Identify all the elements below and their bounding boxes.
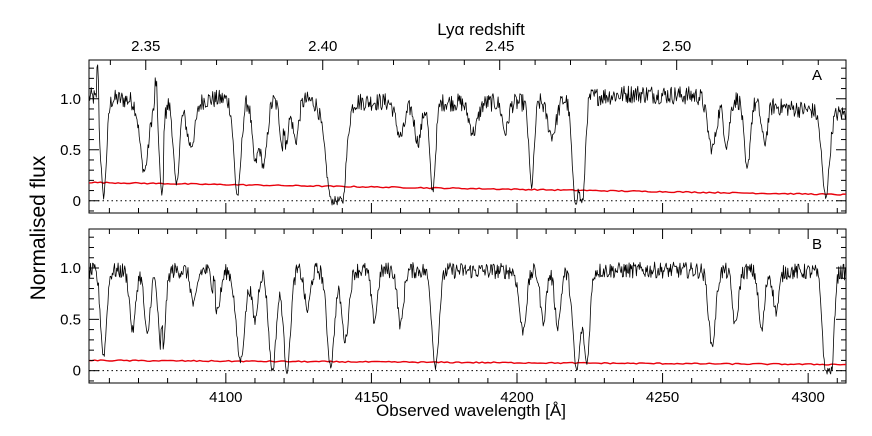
y-axis-title: Normalised flux (27, 155, 50, 300)
top-tick-label: 2.40 (308, 38, 337, 55)
panel-a-ticks: 0 0.5 1.0 (60, 67, 846, 213)
y-tick-label: 0 (73, 193, 81, 210)
y-tick-label: 0.5 (60, 311, 81, 328)
top-redshift-axis: 2.35 2.40 2.45 2.50 (109, 38, 819, 70)
panel-b-ticks: 0 0.5 1.0 4100 4150 4200 4250 4300 (60, 229, 846, 406)
y-tick-label: 1.0 (60, 91, 81, 108)
panel-b: B 0 0.5 1.0 4100 4150 4200 4250 4300 (60, 228, 847, 406)
x-tick-label: 4200 (500, 389, 533, 406)
panel-b-label: B (812, 236, 822, 253)
y-tick-label: 0.5 (60, 142, 81, 159)
panel-b-frame (88, 228, 847, 384)
top-tick-label: 2.35 (131, 38, 160, 55)
panel-a-flux-spectrum (88, 64, 847, 206)
panel-a-error-spectrum (88, 181, 847, 196)
x-tick-label: 4250 (646, 389, 679, 406)
x-tick-label: 4300 (791, 389, 824, 406)
x-tick-label: 4150 (355, 389, 388, 406)
top-tick-label: 2.45 (485, 38, 514, 55)
panel-b-error-spectrum (88, 359, 847, 366)
y-tick-label: 0 (73, 363, 81, 380)
top-axis-title: Lyα redshift (437, 20, 525, 39)
panel-a: A 0 0.5 1.0 (60, 59, 847, 214)
y-tick-label: 1.0 (60, 260, 81, 277)
top-tick-label: 2.50 (662, 38, 691, 55)
panel-a-label: A (812, 67, 822, 84)
x-axis-title: Observed wavelength [Å] (376, 401, 566, 420)
x-tick-label: 4100 (209, 389, 242, 406)
panel-a-frame (88, 59, 847, 214)
panel-b-flux-spectrum (88, 261, 847, 375)
